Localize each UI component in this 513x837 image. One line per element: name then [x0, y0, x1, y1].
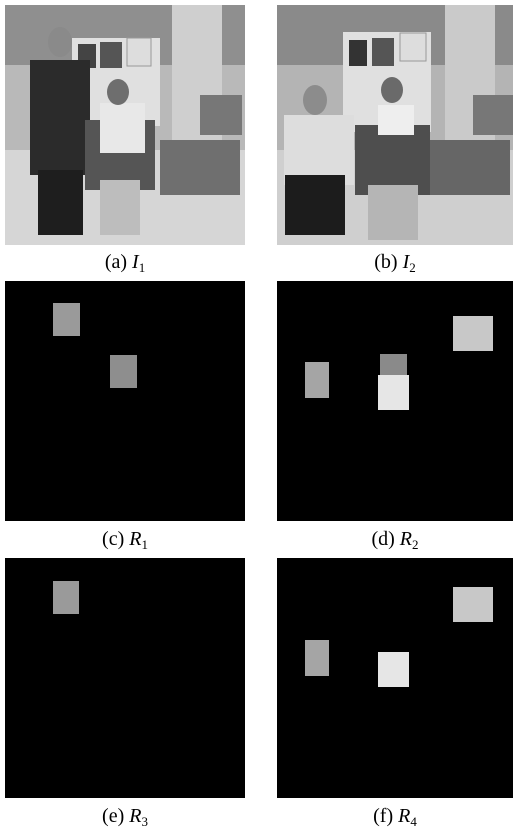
caption-symbol: R	[399, 528, 412, 550]
caption-symbol: R	[128, 805, 141, 827]
photo-b	[277, 5, 513, 245]
caption-subscript: 3	[141, 814, 148, 829]
caption-subscript: 2	[412, 537, 419, 552]
caption-subscript: 2	[409, 260, 416, 275]
caption: (a) I1	[105, 251, 145, 275]
page: (a) I1(b) I2(c) R1(d) R2(e) R3(f) R4 (()…	[0, 0, 513, 837]
caption-symbol: R	[128, 528, 141, 550]
caption-label: (f)	[373, 805, 393, 827]
caption: (d) R2	[371, 528, 418, 552]
caption-label: (d)	[371, 528, 394, 550]
caption: (c) R1	[102, 528, 148, 552]
caption-label: (b)	[374, 251, 397, 273]
caption-symbol: R	[397, 805, 410, 827]
caption-label: (a)	[105, 251, 127, 273]
result-f	[277, 558, 513, 798]
caption-label: (c)	[102, 528, 124, 550]
caption-label: (e)	[102, 805, 124, 827]
photo-a	[5, 5, 245, 245]
caption-subscript: 1	[139, 260, 146, 275]
caption: (f) R4	[373, 805, 417, 829]
caption: (e) R3	[102, 805, 148, 829]
result-c	[5, 281, 245, 521]
result-e	[5, 558, 245, 798]
caption-subscript: 4	[410, 814, 417, 829]
caption-subscript: 1	[141, 537, 148, 552]
figure: (a) I1(b) I2(c) R1(d) R2(e) R3(f) R4	[0, 0, 513, 837]
result-d	[277, 281, 513, 521]
caption: (b) I2	[374, 251, 416, 275]
